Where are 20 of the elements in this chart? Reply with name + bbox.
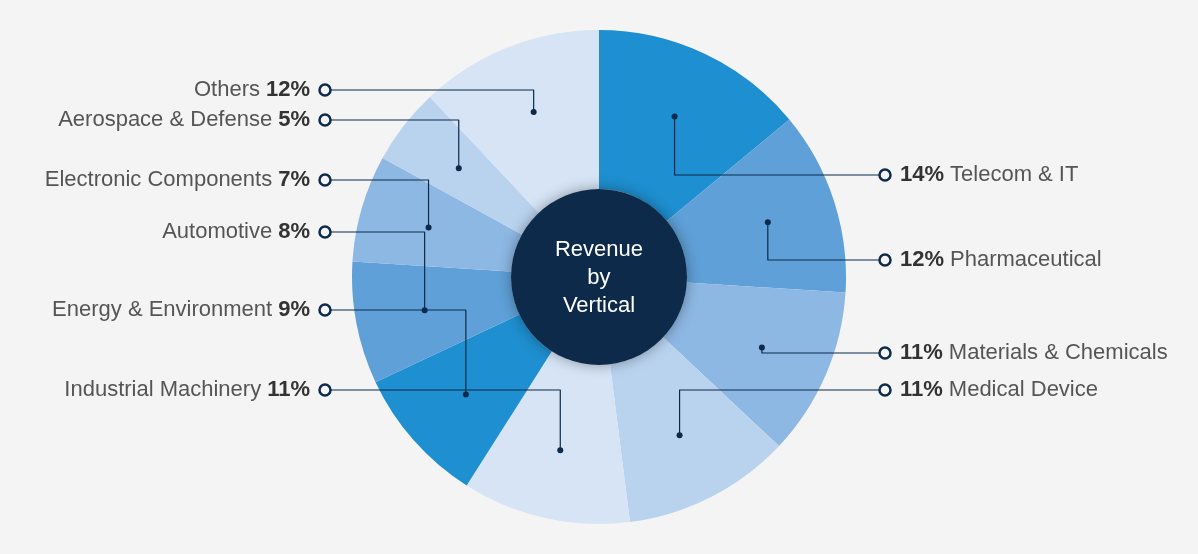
slice-label: Pharmaceutical <box>950 246 1102 272</box>
slice-label: Others <box>193 76 260 102</box>
slice-label: Aerospace & Defense <box>58 106 273 132</box>
slice-label: Materials & Chemicals <box>948 339 1168 365</box>
slice-label: Energy & Environment <box>52 296 273 322</box>
slice-label: Telecom & IT <box>950 161 1079 187</box>
data-label: 11% <box>900 339 943 365</box>
slice-label: Electronic Components <box>44 166 273 192</box>
data-label: 11% <box>267 376 310 402</box>
slice-label: Medical Device <box>948 376 1098 402</box>
data-label: 14% <box>900 161 945 187</box>
data-label: 8% <box>278 218 310 244</box>
data-label: 9% <box>278 296 310 322</box>
slice-label: Automotive <box>162 218 273 244</box>
data-label: 5% <box>278 106 310 132</box>
slice-label: Industrial Machinery <box>64 376 262 402</box>
data-label: 7% <box>278 166 310 192</box>
data-label: 11% <box>900 376 943 402</box>
data-label: 12% <box>265 76 310 102</box>
data-label: 12% <box>900 246 945 272</box>
